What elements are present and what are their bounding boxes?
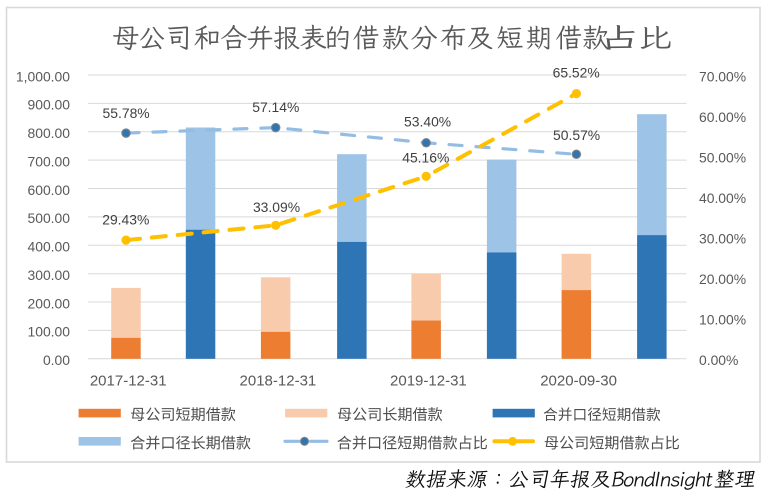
svg-text:57.14%: 57.14%: [252, 99, 299, 115]
svg-text:0.00: 0.00: [43, 352, 70, 368]
svg-text:2017-12-31: 2017-12-31: [90, 372, 167, 389]
svg-text:500.00: 500.00: [28, 210, 71, 226]
svg-text:2020-09-30: 2020-09-30: [540, 372, 617, 389]
svg-text:100.00: 100.00: [28, 324, 71, 340]
svg-text:50.57%: 50.57%: [553, 127, 600, 143]
svg-text:55.78%: 55.78%: [103, 105, 150, 121]
svg-text:50.00%: 50.00%: [699, 149, 746, 165]
svg-text:2018-12-31: 2018-12-31: [240, 372, 317, 389]
svg-text:65.52%: 65.52%: [553, 64, 600, 80]
svg-text:10.00%: 10.00%: [699, 312, 746, 328]
svg-text:53.40%: 53.40%: [404, 114, 451, 130]
svg-text:300.00: 300.00: [28, 267, 71, 283]
svg-text:30.00%: 30.00%: [699, 231, 746, 247]
svg-text:45.16%: 45.16%: [402, 150, 449, 166]
svg-text:40.00%: 40.00%: [699, 190, 746, 206]
svg-text:400.00: 400.00: [28, 239, 71, 255]
svg-text:70.00%: 70.00%: [699, 68, 746, 84]
svg-text:1,000.00: 1,000.00: [16, 68, 70, 84]
svg-text:600.00: 600.00: [28, 182, 71, 198]
svg-text:2019-12-31: 2019-12-31: [390, 372, 467, 389]
svg-text:700.00: 700.00: [28, 153, 71, 169]
svg-text:200.00: 200.00: [28, 295, 71, 311]
svg-text:20.00%: 20.00%: [699, 271, 746, 287]
svg-text:800.00: 800.00: [28, 125, 71, 141]
svg-text:0.00%: 0.00%: [699, 352, 738, 368]
svg-text:33.09%: 33.09%: [253, 199, 300, 215]
svg-text:29.43%: 29.43%: [102, 211, 149, 227]
svg-text:60.00%: 60.00%: [699, 109, 746, 125]
svg-text:900.00: 900.00: [28, 97, 71, 113]
